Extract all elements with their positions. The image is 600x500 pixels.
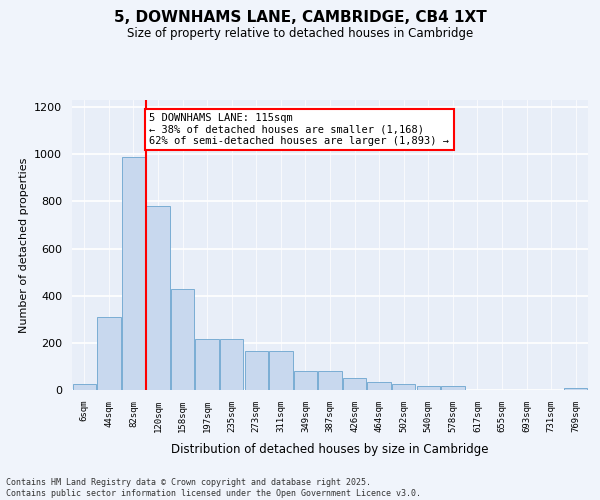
- Bar: [416, 386, 440, 390]
- Bar: [367, 382, 391, 390]
- Bar: [196, 340, 219, 390]
- Y-axis label: Number of detached properties: Number of detached properties: [19, 158, 29, 332]
- Bar: [319, 371, 341, 390]
- Bar: [146, 206, 170, 390]
- Bar: [269, 351, 293, 390]
- Bar: [564, 388, 587, 390]
- Bar: [220, 340, 244, 390]
- Text: 5, DOWNHAMS LANE, CAMBRIDGE, CB4 1XT: 5, DOWNHAMS LANE, CAMBRIDGE, CB4 1XT: [113, 10, 487, 25]
- Text: Contains HM Land Registry data © Crown copyright and database right 2025.
Contai: Contains HM Land Registry data © Crown c…: [6, 478, 421, 498]
- Bar: [171, 288, 194, 390]
- Bar: [73, 384, 96, 390]
- Bar: [294, 371, 317, 390]
- Bar: [343, 378, 366, 390]
- Text: Size of property relative to detached houses in Cambridge: Size of property relative to detached ho…: [127, 28, 473, 40]
- Text: Distribution of detached houses by size in Cambridge: Distribution of detached houses by size …: [171, 442, 489, 456]
- Bar: [441, 386, 464, 390]
- Bar: [245, 351, 268, 390]
- Text: 5 DOWNHAMS LANE: 115sqm
← 38% of detached houses are smaller (1,168)
62% of semi: 5 DOWNHAMS LANE: 115sqm ← 38% of detache…: [149, 113, 449, 146]
- Bar: [97, 317, 121, 390]
- Bar: [122, 156, 145, 390]
- Bar: [392, 384, 415, 390]
